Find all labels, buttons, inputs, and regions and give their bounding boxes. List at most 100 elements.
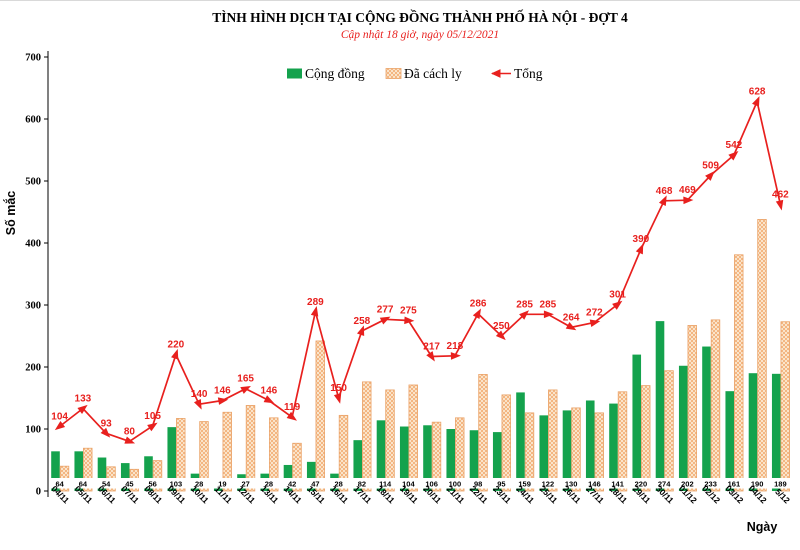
tong-marker-icon xyxy=(310,305,319,317)
bar-value-box xyxy=(258,478,280,489)
bar-cong-dong xyxy=(446,429,456,491)
bar-da-cach-ly xyxy=(524,412,535,492)
bar-value-label: 189 xyxy=(774,479,787,488)
tong-marker-icon xyxy=(519,310,529,320)
tong-marker-icon xyxy=(193,398,202,410)
bar-value-box xyxy=(421,478,443,489)
bar-cong-dong xyxy=(353,440,363,491)
tong-value-label: 146 xyxy=(214,385,231,396)
bar-cong-dong xyxy=(725,391,735,491)
y-tick-label: 100 xyxy=(25,425,41,436)
bar-value-label: 233 xyxy=(704,479,717,488)
tong-value-label: 119 xyxy=(284,402,301,413)
bar-value-label: 95 xyxy=(497,479,505,488)
tong-value-label: 140 xyxy=(191,389,208,400)
y-tick-label: 600 xyxy=(25,115,41,126)
tong-marker-icon xyxy=(775,199,784,211)
tong-marker-icon xyxy=(752,96,760,107)
legend-swatch-green-icon xyxy=(287,68,302,79)
bar-da-cach-ly xyxy=(362,381,372,492)
legend-label-tong: Tổng xyxy=(514,66,543,81)
bar-da-cach-ly xyxy=(478,374,488,492)
y-tick-label: 300 xyxy=(25,301,41,312)
bar-value-label: 54 xyxy=(102,479,111,488)
bar-da-cach-ly xyxy=(292,442,302,492)
bar-value-box xyxy=(235,478,257,489)
bar-value-label: 28 xyxy=(265,479,273,488)
tong-value-label: 285 xyxy=(516,299,533,310)
bar-value-box xyxy=(653,478,675,489)
bar-value-box xyxy=(514,478,536,489)
tong-value-label: 264 xyxy=(563,312,580,323)
bar-cong-dong xyxy=(423,425,432,491)
bar-value-label: 122 xyxy=(542,479,555,488)
bar-cong-dong xyxy=(120,463,130,491)
tong-marker-icon xyxy=(472,308,481,320)
bar-value-label: 47 xyxy=(311,479,319,488)
bar-value-box xyxy=(374,478,396,489)
bar-value-box xyxy=(700,478,722,489)
tong-value-label: 220 xyxy=(168,340,185,351)
tong-marker-icon xyxy=(450,352,461,360)
tong-marker-icon xyxy=(124,436,136,444)
bar-value-box xyxy=(397,478,419,489)
tong-value-label: 250 xyxy=(493,321,510,332)
tong-value-label: 133 xyxy=(75,394,92,405)
y-tick-label: 500 xyxy=(25,177,41,188)
tong-marker-icon xyxy=(240,385,251,394)
bar-da-cach-ly xyxy=(269,417,279,492)
bar-cong-dong xyxy=(655,321,665,491)
tong-marker-icon xyxy=(589,319,601,327)
tong-marker-icon xyxy=(171,348,179,360)
bar-value-box xyxy=(328,478,350,489)
bar-value-box xyxy=(118,478,140,489)
bar-value-label: 146 xyxy=(588,479,601,488)
bar-da-cach-ly xyxy=(83,447,93,492)
tong-value-label: 628 xyxy=(749,87,766,98)
bar-da-cach-ly xyxy=(617,391,628,492)
bar-value-label: 45 xyxy=(125,479,133,488)
bar-value-box xyxy=(304,478,326,489)
bar-da-cach-ly xyxy=(408,384,418,492)
bar-value-label: 202 xyxy=(681,479,694,488)
tong-marker-icon xyxy=(728,151,739,161)
bar-da-cach-ly xyxy=(431,421,442,492)
bar-value-box xyxy=(630,478,652,489)
bar-cong-dong xyxy=(516,392,525,491)
tong-marker-icon xyxy=(333,393,342,404)
bar-value-label: 19 xyxy=(218,479,226,488)
tong-line xyxy=(59,98,782,443)
tong-marker-icon xyxy=(217,397,229,405)
bar-value-label: 64 xyxy=(79,479,88,488)
tong-marker-icon xyxy=(100,427,111,438)
bar-value-label: 161 xyxy=(728,479,741,488)
tong-marker-icon xyxy=(379,316,391,325)
legend-label-da-cach-ly: Đã cách ly xyxy=(404,66,462,81)
bar-cong-dong xyxy=(469,430,479,491)
tong-marker-icon xyxy=(495,330,506,341)
bar-value-box xyxy=(188,478,210,489)
tong-value-label: 285 xyxy=(540,299,557,310)
page-subtitle: Cập nhật 18 giờ, ngày 05/12/2021 xyxy=(341,29,499,41)
tong-value-label: 301 xyxy=(609,289,626,300)
y-tick-label: 0 xyxy=(36,487,41,498)
bar-value-label: 130 xyxy=(565,479,578,488)
bar-value-label: 28 xyxy=(334,479,342,488)
bar-cong-dong xyxy=(97,457,107,491)
tong-value-label: 217 xyxy=(423,341,440,352)
bar-cong-dong xyxy=(771,373,781,491)
tong-value-label: 105 xyxy=(144,411,161,422)
chart-legend: Cộng đồng Đã cách ly Tổng xyxy=(287,66,543,81)
bar-da-cach-ly xyxy=(315,340,325,492)
bar-da-cach-ly xyxy=(757,219,767,492)
tong-marker-icon xyxy=(286,411,297,421)
bar-cong-dong xyxy=(702,346,711,491)
tong-marker-icon xyxy=(705,171,715,181)
tong-marker-icon xyxy=(54,421,66,431)
bar-cong-dong xyxy=(144,456,153,491)
bar-value-label: 106 xyxy=(425,479,438,488)
bar-cong-dong xyxy=(632,354,642,491)
y-tick-label: 400 xyxy=(25,239,41,250)
bar-value-box xyxy=(211,478,233,489)
bar-da-cach-ly xyxy=(594,412,604,492)
